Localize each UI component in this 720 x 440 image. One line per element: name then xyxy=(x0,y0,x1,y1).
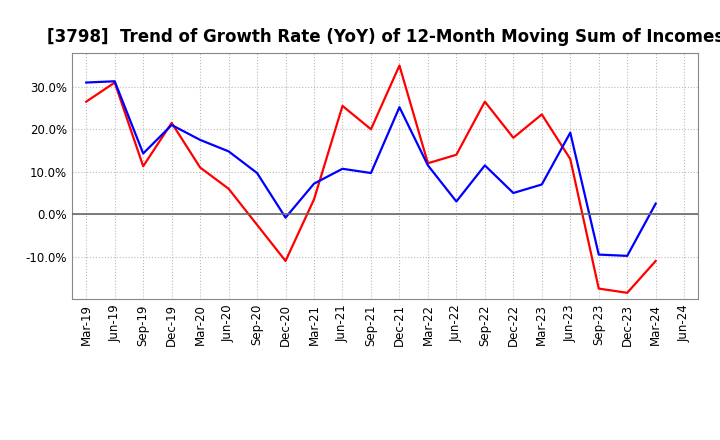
Line: Net Income Growth Rate: Net Income Growth Rate xyxy=(86,66,656,293)
Net Income Growth Rate xyxy=(282,258,290,264)
Net Income Growth Rate xyxy=(423,161,432,166)
Net Income Growth Rate xyxy=(139,164,148,169)
Ordinary Income Growth Rate xyxy=(196,137,204,143)
Ordinary Income Growth Rate xyxy=(423,163,432,168)
Ordinary Income Growth Rate xyxy=(110,79,119,84)
Net Income Growth Rate xyxy=(366,127,375,132)
Ordinary Income Growth Rate xyxy=(167,122,176,128)
Net Income Growth Rate xyxy=(595,286,603,291)
Net Income Growth Rate xyxy=(395,63,404,68)
Net Income Growth Rate xyxy=(338,103,347,109)
Ordinary Income Growth Rate xyxy=(139,151,148,156)
Ordinary Income Growth Rate xyxy=(253,170,261,176)
Title: [3798]  Trend of Growth Rate (YoY) of 12-Month Moving Sum of Incomes: [3798] Trend of Growth Rate (YoY) of 12-… xyxy=(47,28,720,46)
Net Income Growth Rate xyxy=(110,80,119,85)
Ordinary Income Growth Rate xyxy=(480,163,489,168)
Net Income Growth Rate xyxy=(196,165,204,170)
Net Income Growth Rate xyxy=(537,112,546,117)
Line: Ordinary Income Growth Rate: Ordinary Income Growth Rate xyxy=(86,81,656,256)
Ordinary Income Growth Rate xyxy=(537,182,546,187)
Ordinary Income Growth Rate xyxy=(652,201,660,206)
Ordinary Income Growth Rate xyxy=(395,105,404,110)
Net Income Growth Rate xyxy=(623,290,631,296)
Net Income Growth Rate xyxy=(82,99,91,104)
Ordinary Income Growth Rate xyxy=(623,253,631,259)
Ordinary Income Growth Rate xyxy=(366,170,375,176)
Net Income Growth Rate xyxy=(167,120,176,125)
Ordinary Income Growth Rate xyxy=(338,166,347,172)
Net Income Growth Rate xyxy=(225,186,233,191)
Ordinary Income Growth Rate xyxy=(82,80,91,85)
Net Income Growth Rate xyxy=(509,135,518,140)
Ordinary Income Growth Rate xyxy=(595,252,603,257)
Net Income Growth Rate xyxy=(566,156,575,161)
Ordinary Income Growth Rate xyxy=(225,149,233,154)
Ordinary Income Growth Rate xyxy=(282,215,290,220)
Net Income Growth Rate xyxy=(452,152,461,158)
Net Income Growth Rate xyxy=(253,222,261,227)
Net Income Growth Rate xyxy=(652,258,660,264)
Ordinary Income Growth Rate xyxy=(509,191,518,196)
Net Income Growth Rate xyxy=(310,197,318,202)
Ordinary Income Growth Rate xyxy=(566,130,575,136)
Ordinary Income Growth Rate xyxy=(310,181,318,186)
Net Income Growth Rate xyxy=(480,99,489,104)
Ordinary Income Growth Rate xyxy=(452,199,461,204)
